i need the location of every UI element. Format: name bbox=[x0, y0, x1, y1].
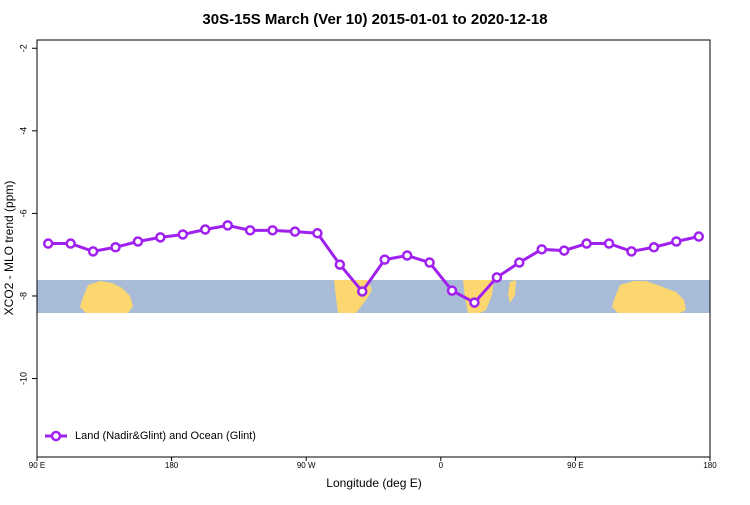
point bbox=[177, 229, 189, 240]
x-axis-label: Longitude (deg E) bbox=[326, 476, 421, 490]
point bbox=[155, 232, 166, 243]
point bbox=[514, 257, 525, 268]
point bbox=[401, 250, 413, 261]
point bbox=[357, 286, 368, 297]
point bbox=[42, 238, 54, 249]
map-band bbox=[37, 280, 710, 313]
legend-label: Land (Nadir&Glint) and Ocean (Glint) bbox=[75, 430, 256, 442]
point bbox=[267, 225, 278, 236]
point bbox=[424, 257, 435, 268]
point bbox=[110, 242, 121, 253]
point bbox=[132, 236, 144, 247]
legend-marker bbox=[50, 430, 62, 442]
point bbox=[558, 245, 570, 256]
point bbox=[626, 246, 637, 257]
y-tick-label: -8 bbox=[18, 292, 28, 300]
plot-frame bbox=[36, 39, 711, 458]
x-tick-label: 180 bbox=[165, 461, 179, 470]
chart-title: 30S-15S March (Ver 10) 2015-01-01 to 202… bbox=[202, 11, 547, 28]
land bbox=[612, 281, 686, 313]
point bbox=[491, 272, 503, 283]
point bbox=[536, 244, 547, 255]
x-tick-label: 0 bbox=[439, 461, 444, 470]
land bbox=[508, 280, 516, 303]
point bbox=[671, 236, 682, 247]
y-axis-label: XCO2 - MLO trend (ppm) bbox=[2, 181, 16, 316]
point bbox=[222, 220, 233, 231]
point bbox=[87, 246, 99, 257]
x-tick-label: 90 W bbox=[297, 461, 316, 470]
ocean bbox=[37, 280, 710, 313]
point bbox=[379, 254, 390, 265]
y-tick-label: -10 bbox=[18, 372, 28, 385]
point bbox=[312, 227, 323, 239]
y-tick-label: -6 bbox=[18, 209, 28, 217]
point bbox=[581, 238, 592, 249]
x-tick-label: 90 E bbox=[567, 461, 583, 470]
point bbox=[603, 238, 615, 249]
y-tick-label: -4 bbox=[18, 127, 28, 135]
land bbox=[80, 281, 133, 313]
point bbox=[648, 242, 660, 253]
point bbox=[244, 225, 256, 236]
point bbox=[289, 226, 301, 237]
x-tick-label: 180 bbox=[703, 461, 717, 470]
point bbox=[446, 285, 458, 296]
point bbox=[200, 224, 211, 235]
point bbox=[469, 297, 480, 308]
point bbox=[693, 231, 705, 242]
point bbox=[334, 259, 346, 270]
point bbox=[65, 238, 76, 249]
y-tick-label: -2 bbox=[18, 44, 28, 52]
x-tick-label: 90 E bbox=[29, 461, 45, 470]
